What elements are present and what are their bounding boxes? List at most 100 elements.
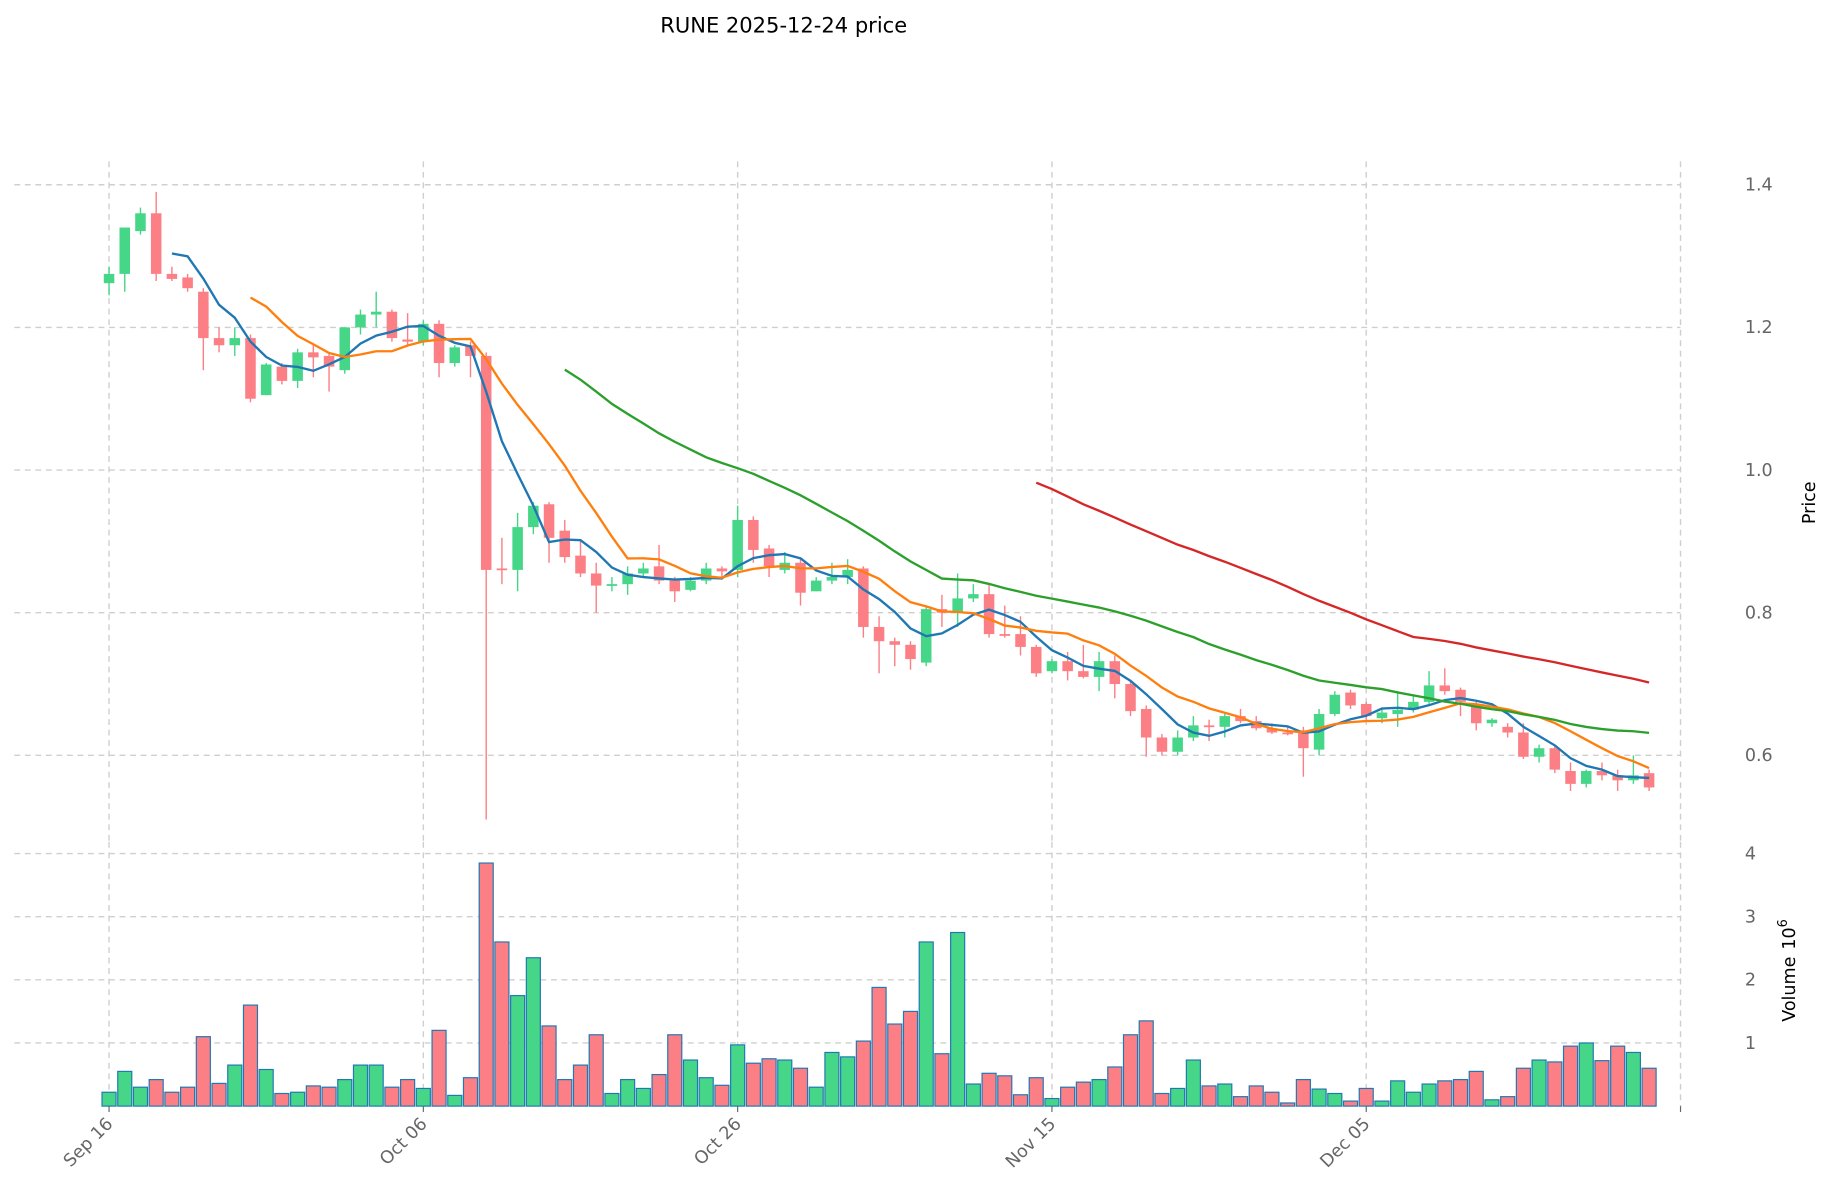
candle-up <box>952 598 963 613</box>
volume-bar <box>1185 1059 1201 1107</box>
volume-bar <box>730 1044 746 1107</box>
candle-down <box>1282 732 1293 735</box>
volume-bar <box>368 1064 384 1107</box>
volume-bar <box>384 1086 400 1107</box>
volume-bar <box>1295 1079 1311 1107</box>
candle-down <box>1156 737 1168 752</box>
candle-up <box>685 580 696 590</box>
candle-down <box>1078 671 1089 677</box>
volume-bar <box>557 1079 573 1107</box>
candle-up <box>826 577 838 581</box>
volume-bar <box>871 986 887 1107</box>
volume-bar <box>525 957 541 1107</box>
candle-up <box>512 527 523 570</box>
candle-down <box>213 338 225 346</box>
candle-up <box>418 323 429 342</box>
volume-bar <box>1358 1087 1374 1107</box>
candle-up <box>810 580 822 592</box>
volume-bar <box>337 1079 353 1107</box>
volume-bar <box>242 1004 259 1107</box>
volume-bar <box>682 1059 699 1107</box>
grid-lines <box>14 161 1682 1112</box>
volume-bar <box>431 1029 447 1107</box>
volume-bar <box>918 941 934 1107</box>
volume-bar <box>494 941 510 1107</box>
candle-down <box>1549 748 1561 770</box>
candle-down <box>1455 689 1466 702</box>
volume-bar <box>510 995 526 1107</box>
candle-down <box>386 311 398 339</box>
volume-bar <box>1248 1085 1264 1107</box>
candle-down <box>1235 716 1246 722</box>
volume-bar <box>1421 1083 1437 1107</box>
candle-up <box>135 213 146 232</box>
candle-up <box>842 569 853 578</box>
volume-bar <box>934 1053 950 1107</box>
candle-down <box>1015 634 1026 647</box>
volume-bar <box>1044 1097 1060 1107</box>
candle-up <box>449 347 461 364</box>
candle-down <box>559 530 571 558</box>
candle-down <box>590 573 602 586</box>
volume-bar <box>1531 1059 1547 1107</box>
volume-bar <box>258 1068 274 1107</box>
candle-down <box>1203 725 1215 728</box>
candle-up <box>103 273 115 284</box>
candle-down <box>323 355 335 367</box>
svg-text:Volume106: Volume 106 <box>1776 919 1800 1022</box>
candle-down <box>1612 775 1623 781</box>
candles <box>103 191 1655 820</box>
candle-down <box>1345 692 1356 706</box>
candle-up <box>1580 771 1592 784</box>
volume-tick-label: 4 <box>1745 844 1756 864</box>
volume-bar <box>305 1085 321 1107</box>
candle-up <box>1172 737 1183 752</box>
candle-down <box>480 355 492 570</box>
ma-30-line <box>564 368 1650 735</box>
volume-bar <box>1028 1077 1044 1107</box>
candle-down <box>748 519 759 550</box>
candle-down <box>1596 771 1608 776</box>
volume-exponent: 6 <box>1776 919 1791 927</box>
candle-down <box>308 352 319 358</box>
volume-bar <box>1311 1088 1327 1107</box>
candle-down <box>1565 771 1576 784</box>
volume-bar <box>101 1091 117 1107</box>
volume-bar <box>1594 1060 1610 1107</box>
volume-bar <box>1437 1080 1453 1107</box>
x-tick-label: Dec 05 <box>1317 1114 1375 1172</box>
candle-down <box>198 291 209 339</box>
candle-up <box>1219 716 1231 727</box>
candle-up <box>1392 709 1403 714</box>
volume-bar <box>1625 1051 1641 1107</box>
volume-bar <box>1468 1070 1484 1107</box>
candle-down <box>1518 732 1529 757</box>
volume-bar <box>1232 1096 1249 1107</box>
candle-down <box>873 626 885 642</box>
volume-bar <box>1280 1102 1296 1107</box>
volume-bar <box>478 862 494 1107</box>
volume-bar <box>1610 1045 1626 1107</box>
y-tick-label: 0.6 <box>1745 746 1773 766</box>
volume-bar <box>1547 1061 1563 1107</box>
ma-5-line <box>171 252 1650 780</box>
volume-bar <box>997 1075 1013 1107</box>
volume-bar <box>1012 1094 1029 1107</box>
candle-down <box>1643 773 1655 788</box>
candle-down <box>245 338 256 399</box>
candle-up <box>260 364 272 396</box>
moving-averages <box>171 252 1650 780</box>
volume-bar <box>274 1092 290 1107</box>
volume-bar <box>227 1064 243 1107</box>
volume-bar <box>981 1072 997 1107</box>
volume-bar <box>1060 1086 1076 1107</box>
candle-up <box>119 227 131 274</box>
chart-title: RUNE 2025-12-24 price <box>660 13 907 38</box>
volume-bar <box>1075 1081 1091 1107</box>
candle-up <box>968 594 979 599</box>
volume-bar <box>1374 1100 1390 1107</box>
x-tick-label: Oct 26 <box>691 1114 746 1169</box>
volume-bar <box>604 1092 620 1107</box>
candle-down <box>1140 708 1152 738</box>
x-tick-label: Sep 16 <box>60 1114 117 1171</box>
